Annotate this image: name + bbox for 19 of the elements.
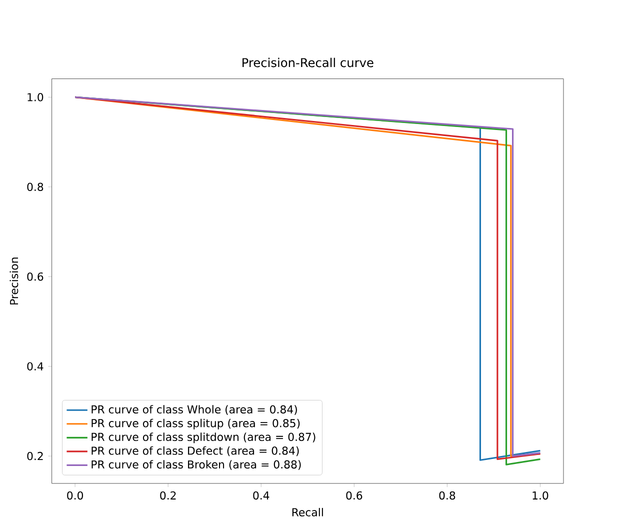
legend-label: PR curve of class Broken (area = 0.88) bbox=[92, 460, 301, 470]
legend-label: PR curve of class Defect (area = 0.84) bbox=[92, 446, 299, 456]
legend-label: PR curve of class splitup (area = 0.85) bbox=[92, 418, 300, 430]
x-tick-label: 0.4 bbox=[253, 491, 270, 500]
y-tick-label: 0.8 bbox=[27, 182, 44, 191]
y-tick-label: 1.0 bbox=[28, 92, 44, 102]
x-axis-title: Recall bbox=[292, 508, 323, 516]
chart-title: Precision-Recall curve bbox=[242, 58, 374, 68]
legend-label: PR curve of class Whole (area = 0.84) bbox=[92, 404, 297, 415]
x-tick-label: 1.0 bbox=[532, 491, 548, 500]
y-axis-title: Precision bbox=[10, 257, 18, 304]
x-tick-label: 0.6 bbox=[346, 491, 362, 500]
y-tick-label: 0.2 bbox=[27, 452, 43, 460]
y-tick-label: 0.4 bbox=[27, 362, 44, 370]
x-tick-label: 0.8 bbox=[439, 491, 456, 500]
legend-label: PR curve of class splitdown (area = 0.87) bbox=[92, 432, 316, 443]
x-tick-label: 0.0 bbox=[67, 491, 84, 500]
y-tick-label: 0.6 bbox=[27, 272, 44, 281]
x-tick-label: 0.2 bbox=[160, 491, 176, 500]
